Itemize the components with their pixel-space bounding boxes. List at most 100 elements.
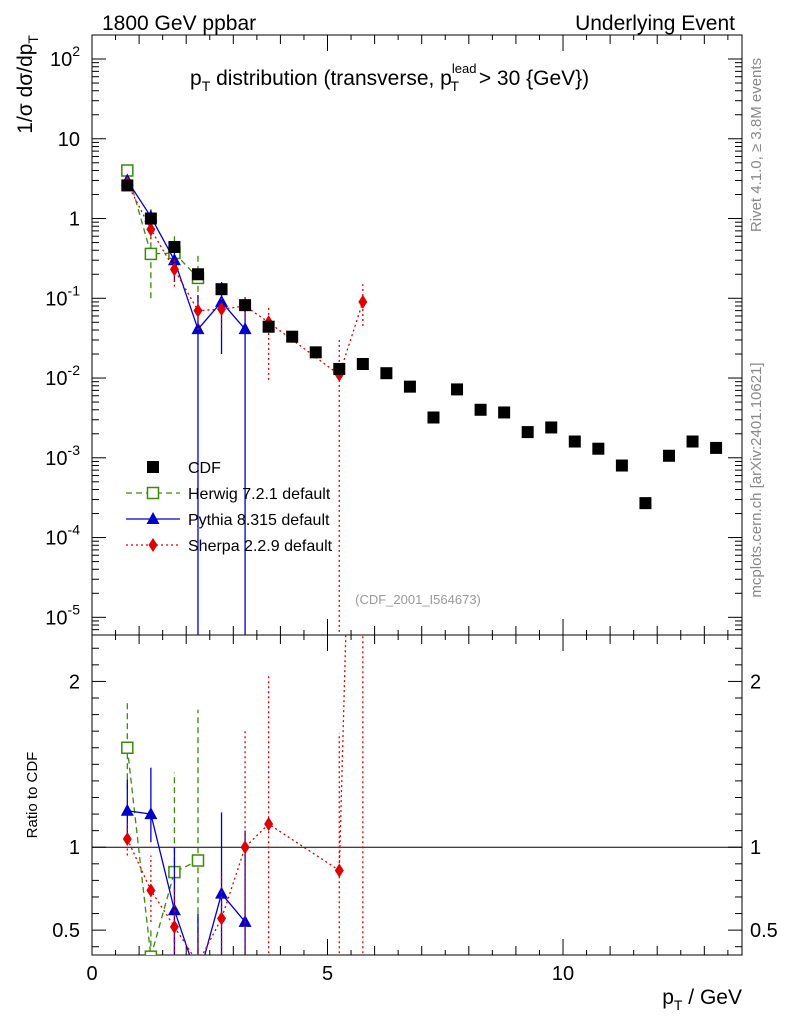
main-y-tick-label: 10	[58, 129, 80, 151]
sherpa-2-2-9-default-point	[169, 262, 179, 277]
ylabel-main: 1/σ dσ/dp	[14, 44, 37, 134]
main-y-tick-label: 1	[69, 209, 80, 231]
main-y-tick-label: 10-4	[45, 522, 80, 550]
xlabel-p: p	[662, 986, 674, 1009]
ratio-y-tick-label-left: 2	[69, 671, 80, 693]
cdf-point	[333, 362, 346, 375]
sherpa-2-2-9-default-point	[358, 294, 368, 309]
x-tick-label: 5	[322, 963, 333, 985]
pythia-8-315-default-point	[215, 294, 229, 307]
tick-base: 10	[45, 448, 67, 470]
main-series-layer	[120, 164, 723, 635]
rivet-label: Rivet 4.1.0, ≥ 3.8M events	[748, 58, 765, 232]
pythia-8-315-default-point	[167, 253, 181, 266]
xlabel-tail: / GeV	[682, 986, 742, 1009]
tick-exponent: -5	[68, 601, 81, 617]
title-mid: distribution (transverse, p	[210, 67, 452, 90]
ratio-y-tick-label-right: 2	[750, 671, 761, 693]
title-p-sub: T	[202, 78, 211, 94]
header-left: 1800 GeV ppbar	[102, 12, 256, 35]
legend-marker	[146, 486, 160, 500]
tick-exponent: -4	[68, 522, 81, 538]
cdf-point	[451, 383, 464, 396]
legend-label: Sherpa 2.2.9 default	[188, 538, 333, 555]
main-y-tick-label: 10-2	[45, 362, 80, 390]
sherpa-2-2-9-default-point	[169, 919, 179, 934]
herwig-7-2-1-default-point	[121, 741, 134, 754]
cdf-point	[521, 426, 534, 439]
cdf-point	[309, 346, 322, 359]
sherpa-2-2-9-default-point	[264, 817, 274, 832]
cdf-point	[474, 403, 487, 416]
sherpa-2-2-9-default-point	[358, 11, 367, 25]
sherpa-2-2-9-default-point	[193, 956, 202, 970]
analysis-watermark: (CDF_2001_I564673)	[355, 592, 481, 607]
header-right: Underlying Event	[575, 12, 735, 35]
herwig-7-2-1-default-line	[126, 170, 199, 279]
main-y-tick-label: 10-1	[45, 282, 80, 310]
cdf-point	[662, 449, 675, 462]
cdf-point	[239, 299, 252, 312]
tick-exponent: -1	[68, 282, 81, 298]
legend-marker	[146, 512, 160, 524]
pythia-8-315-default-point	[238, 322, 252, 335]
pythia-8-315-default-point	[144, 807, 158, 820]
sherpa-2-2-9-default-point	[193, 303, 203, 318]
cdf-point	[286, 330, 299, 343]
cdf-point	[710, 441, 723, 454]
herwig-7-2-1-default-point	[144, 950, 158, 955]
cdf-point	[568, 435, 581, 448]
main-y-tick-label: 102	[50, 43, 80, 71]
sherpa-2-2-9-default-point	[122, 831, 132, 846]
main-title: pT distribution (transverse, plead T > 30…	[190, 61, 589, 94]
title-p: p	[190, 67, 202, 90]
herwig-7-2-1-default-point	[144, 247, 158, 261]
series-pythia-8-315-default	[120, 767, 252, 985]
main-ylabel: 1/σ dσ/dpT	[14, 35, 41, 134]
cdf-point	[427, 411, 440, 424]
cdf-point	[380, 367, 393, 380]
tick-base: 10	[50, 49, 72, 71]
ratio-ylabel: Ratio to CDF	[24, 752, 41, 839]
sherpa-2-2-9-default-point	[217, 302, 227, 317]
cdf-point	[615, 459, 628, 472]
legend: CDF Herwig 7.2.1 default Pythia 8.315 defa…	[126, 460, 333, 555]
x-tick-label: 10	[552, 963, 574, 985]
cdf-point	[356, 357, 369, 370]
pythia-8-315-default-point	[238, 914, 252, 927]
pythia-8-315-default-point	[167, 903, 181, 916]
cdf-point	[144, 212, 157, 225]
ratio-y-tick-label-left: 1	[69, 837, 80, 859]
legend-label: Herwig 7.2.1 default	[188, 486, 331, 503]
legend-marker	[148, 538, 158, 552]
main-y-tick-label: 10-3	[45, 442, 80, 470]
tick-exponent: 2	[72, 43, 80, 59]
cdf-point	[545, 421, 558, 434]
ratio-y-tick-label-right: 1	[750, 837, 761, 859]
tick-base: 10	[45, 288, 67, 310]
xlabel-sub: T	[674, 997, 683, 1013]
cdf-point	[262, 320, 275, 333]
x-tick-label: 0	[86, 963, 97, 985]
mcplots-label: mcplots.cern.ch [arXiv:2401.10621]	[748, 362, 765, 597]
legend-entry-herwig-7-2-1-default: Herwig 7.2.1 default	[126, 486, 331, 503]
series-cdf	[121, 179, 723, 510]
herwig-7-2-1-default-point	[191, 854, 205, 867]
cdf-point	[168, 240, 181, 253]
title-tail: > 30 {GeV})	[473, 67, 589, 90]
tick-exponent: -2	[68, 362, 81, 378]
legend-entry-pythia-8-315-default: Pythia 8.315 default	[126, 512, 330, 529]
sherpa-2-2-9-default-point	[217, 911, 227, 926]
cdf-point	[121, 179, 134, 192]
pythia-8-315-default-point	[191, 973, 204, 985]
ylabel-sub: T	[25, 35, 41, 44]
tick-base: 10	[45, 368, 67, 390]
tick-base: 10	[45, 528, 67, 550]
tick-exponent: -3	[68, 442, 81, 458]
cdf-point	[686, 435, 699, 448]
pythia-8-315-default-point	[120, 803, 134, 816]
ratio-y-tick-label-right: 0.5	[750, 920, 778, 942]
legend-marker	[147, 461, 159, 473]
x-axis-label: pT / GeV	[662, 986, 742, 1013]
